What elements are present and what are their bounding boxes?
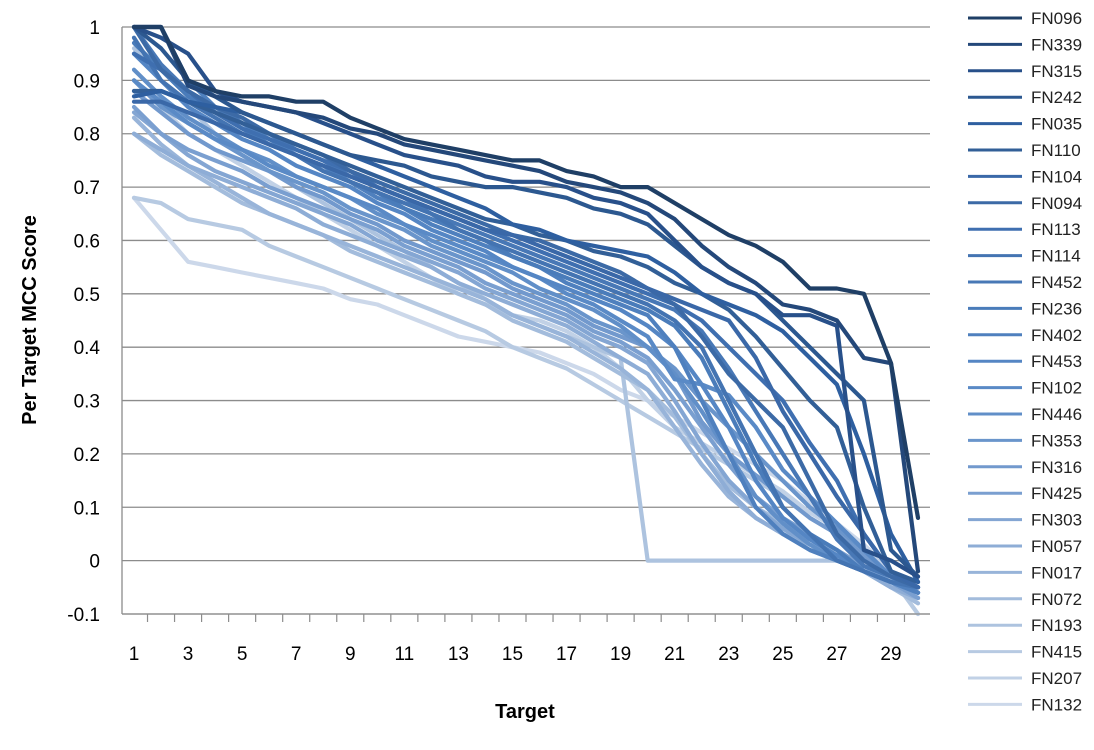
legend-label: FN425 [1031,484,1082,503]
legend: FN096 FN339 FN315 FN242 FN035 FN110 FN104 FN094… [968,9,1082,714]
series-line-fn096 [131,24,921,521]
x-tick-label: 17 [556,644,577,665]
legend-label: FN110 [1031,141,1081,160]
series-line-fn339 [131,24,921,574]
y-tick-label: 1 [89,18,100,39]
x-tick-label: 11 [394,644,414,665]
legend-label: FN072 [1031,590,1082,609]
y-tick-label: 0.2 [74,445,100,466]
series-lines [131,24,921,617]
legend-label: FN446 [1031,405,1082,424]
x-axis-title: Target [495,701,555,723]
series-line-fn446 [131,67,921,595]
legend-label: FN096 [1031,9,1082,28]
y-tick-labels: 1 0.9 0.8 0.7 0.6 0.5 0.4 0.3 0.2 0.1 0 -0.1 [67,18,100,626]
x-tick-label: 19 [610,644,631,665]
series-line-fn303 [131,110,921,601]
legend-label: FN114 [1031,247,1081,266]
series-line-fn104 [131,99,921,590]
legend-label: FN242 [1031,88,1082,107]
legend-label: FN207 [1031,669,1082,688]
y-tick-label: 0.6 [74,231,100,252]
legend-label: FN315 [1031,62,1082,81]
y-axis-title: Per Target MCC Score [19,215,41,425]
x-tick-label: 25 [772,644,793,665]
x-tick-label: 27 [826,644,847,665]
series-line-fn207 [131,78,921,595]
legend-label: FN104 [1031,167,1082,186]
legend-label: FN402 [1031,326,1082,345]
legend-label: FN353 [1031,431,1082,450]
legend-label: FN132 [1031,695,1082,714]
x-tick-label: 23 [718,644,739,665]
series-line-fn353 [131,78,921,595]
legend-label: FN057 [1031,537,1082,556]
y-tick-label: 0.4 [74,338,101,359]
y-tick-label: 0.5 [74,285,100,306]
legend-label: FN094 [1031,194,1082,213]
series-line-fn113 [131,51,921,590]
legend-label: FN113 [1031,220,1081,239]
series-line-fn110 [131,88,921,585]
y-tick-label: 0.3 [74,392,100,413]
y-tick-label: -0.1 [67,605,100,626]
y-tick-label: 0.7 [74,178,100,199]
x-tick-label: 3 [183,644,194,665]
x-tick-label: 13 [448,644,469,665]
x-tick-label: 29 [880,644,901,665]
legend-label: FN102 [1031,379,1082,398]
x-tick-label: 5 [237,644,248,665]
legend-label: FN453 [1031,352,1082,371]
y-tick-label: 0 [89,552,100,573]
series-line-fn453 [131,51,921,595]
legend-label: FN236 [1031,299,1082,318]
series-line-fn242 [131,24,921,579]
x-tick-label: 15 [502,644,523,665]
x-tick-label: 9 [345,644,356,665]
legend-label: FN017 [1031,563,1082,582]
x-tick-label: 7 [291,644,302,665]
x-tick-label: 21 [664,644,685,665]
y-tick-label: 0.8 [74,125,100,146]
legend-label: FN415 [1031,643,1082,662]
legend-label: FN316 [1031,458,1082,477]
legend-label: FN339 [1031,35,1082,54]
x-tick-marks [146,614,906,622]
series-line-fn316 [131,88,921,595]
legend-label: FN193 [1031,616,1082,635]
legend-label: FN452 [1031,273,1082,292]
y-tick-label: 0.9 [74,71,100,92]
legend-label: FN303 [1031,511,1082,530]
x-tick-label: 1 [129,644,140,665]
legend-label: FN035 [1031,115,1082,134]
y-tick-label: 0.1 [74,498,100,519]
x-tick-labels: 1 3 5 7 9 11 13 15 17 19 21 23 25 27 29 [129,644,902,665]
